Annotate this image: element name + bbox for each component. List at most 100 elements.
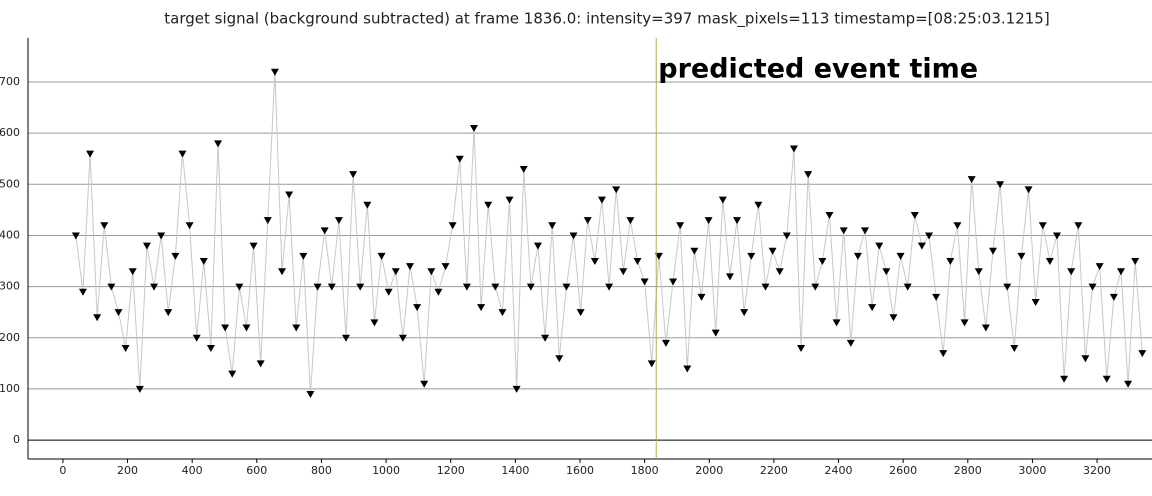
point-marker bbox=[299, 252, 308, 260]
point-marker bbox=[967, 176, 976, 184]
x-tick-label: 200 bbox=[117, 464, 138, 477]
point-marker bbox=[917, 242, 926, 250]
point-marker bbox=[910, 211, 919, 219]
point-marker bbox=[804, 171, 813, 179]
point-marker bbox=[349, 171, 358, 179]
y-tick-label: 300 bbox=[0, 280, 20, 293]
point-marker bbox=[1109, 293, 1118, 301]
point-marker bbox=[661, 339, 670, 347]
point-marker bbox=[78, 288, 87, 296]
point-marker bbox=[164, 309, 173, 317]
point-marker bbox=[434, 288, 443, 296]
point-marker bbox=[135, 385, 144, 393]
point-marker bbox=[292, 324, 301, 332]
point-marker bbox=[384, 288, 393, 296]
point-marker bbox=[576, 309, 585, 317]
point-marker bbox=[405, 263, 414, 271]
point-marker bbox=[711, 329, 720, 337]
point-marker bbox=[690, 247, 699, 255]
y-tick-label: 100 bbox=[0, 382, 20, 395]
point-marker bbox=[505, 196, 514, 204]
point-marker bbox=[747, 252, 756, 260]
point-marker bbox=[1131, 258, 1140, 266]
point-marker bbox=[313, 283, 322, 291]
point-marker bbox=[647, 360, 656, 368]
point-marker bbox=[484, 201, 493, 209]
point-marker bbox=[1010, 344, 1019, 352]
point-marker bbox=[306, 391, 315, 399]
point-marker bbox=[455, 155, 464, 163]
point-marker bbox=[953, 222, 962, 230]
point-marker bbox=[1102, 375, 1111, 383]
point-marker bbox=[861, 227, 870, 235]
point-marker bbox=[469, 125, 478, 133]
x-tick-label: 2200 bbox=[760, 464, 788, 477]
point-marker bbox=[377, 252, 386, 260]
point-marker bbox=[199, 258, 208, 266]
point-marker bbox=[150, 283, 159, 291]
x-tick-label: 0 bbox=[59, 464, 66, 477]
point-marker bbox=[875, 242, 884, 250]
point-marker bbox=[825, 211, 834, 219]
point-marker bbox=[370, 319, 379, 327]
point-marker bbox=[519, 165, 528, 173]
point-marker bbox=[676, 222, 685, 230]
point-marker bbox=[946, 258, 955, 266]
point-marker bbox=[932, 293, 941, 301]
point-marker bbox=[214, 140, 223, 148]
point-marker bbox=[391, 268, 400, 276]
point-marker bbox=[761, 283, 770, 291]
point-marker bbox=[981, 324, 990, 332]
point-marker bbox=[107, 283, 116, 291]
point-marker bbox=[832, 319, 841, 327]
point-marker bbox=[86, 150, 95, 158]
point-marker bbox=[512, 385, 521, 393]
point-marker bbox=[363, 201, 372, 209]
point-marker bbox=[221, 324, 230, 332]
point-marker bbox=[242, 324, 251, 332]
point-marker bbox=[683, 365, 692, 373]
point-marker bbox=[775, 268, 784, 276]
point-marker bbox=[441, 263, 450, 271]
point-marker bbox=[619, 268, 628, 276]
point-marker bbox=[327, 283, 336, 291]
point-marker bbox=[491, 283, 500, 291]
x-tick-label: 1800 bbox=[631, 464, 659, 477]
point-marker bbox=[185, 222, 194, 230]
point-marker bbox=[1017, 252, 1026, 260]
point-marker bbox=[903, 283, 912, 291]
point-marker bbox=[654, 252, 663, 260]
point-marker bbox=[718, 196, 727, 204]
point-marker bbox=[597, 196, 606, 204]
point-marker bbox=[590, 258, 599, 266]
point-marker bbox=[633, 258, 642, 266]
point-marker bbox=[1116, 268, 1125, 276]
point-marker bbox=[178, 150, 187, 158]
point-marker bbox=[128, 268, 137, 276]
point-marker bbox=[697, 293, 706, 301]
point-marker bbox=[398, 334, 407, 342]
x-tick-label: 1000 bbox=[372, 464, 400, 477]
point-marker bbox=[235, 283, 244, 291]
point-marker bbox=[498, 309, 507, 317]
point-marker bbox=[1095, 263, 1104, 271]
point-marker bbox=[427, 268, 436, 276]
point-marker bbox=[157, 232, 166, 240]
x-tick-label: 3200 bbox=[1083, 464, 1111, 477]
point-marker bbox=[733, 217, 742, 225]
point-marker bbox=[1060, 375, 1069, 383]
point-marker bbox=[334, 217, 343, 225]
point-marker bbox=[320, 227, 329, 235]
x-tick-label: 1400 bbox=[501, 464, 529, 477]
point-marker bbox=[100, 222, 109, 230]
point-marker bbox=[448, 222, 457, 230]
point-marker bbox=[93, 314, 102, 322]
point-marker bbox=[1124, 380, 1133, 388]
y-tick-label: 600 bbox=[0, 126, 20, 139]
point-marker bbox=[896, 252, 905, 260]
point-marker bbox=[782, 232, 791, 240]
point-marker bbox=[569, 232, 578, 240]
point-marker bbox=[555, 355, 564, 363]
event-label: predicted event time bbox=[658, 54, 978, 85]
